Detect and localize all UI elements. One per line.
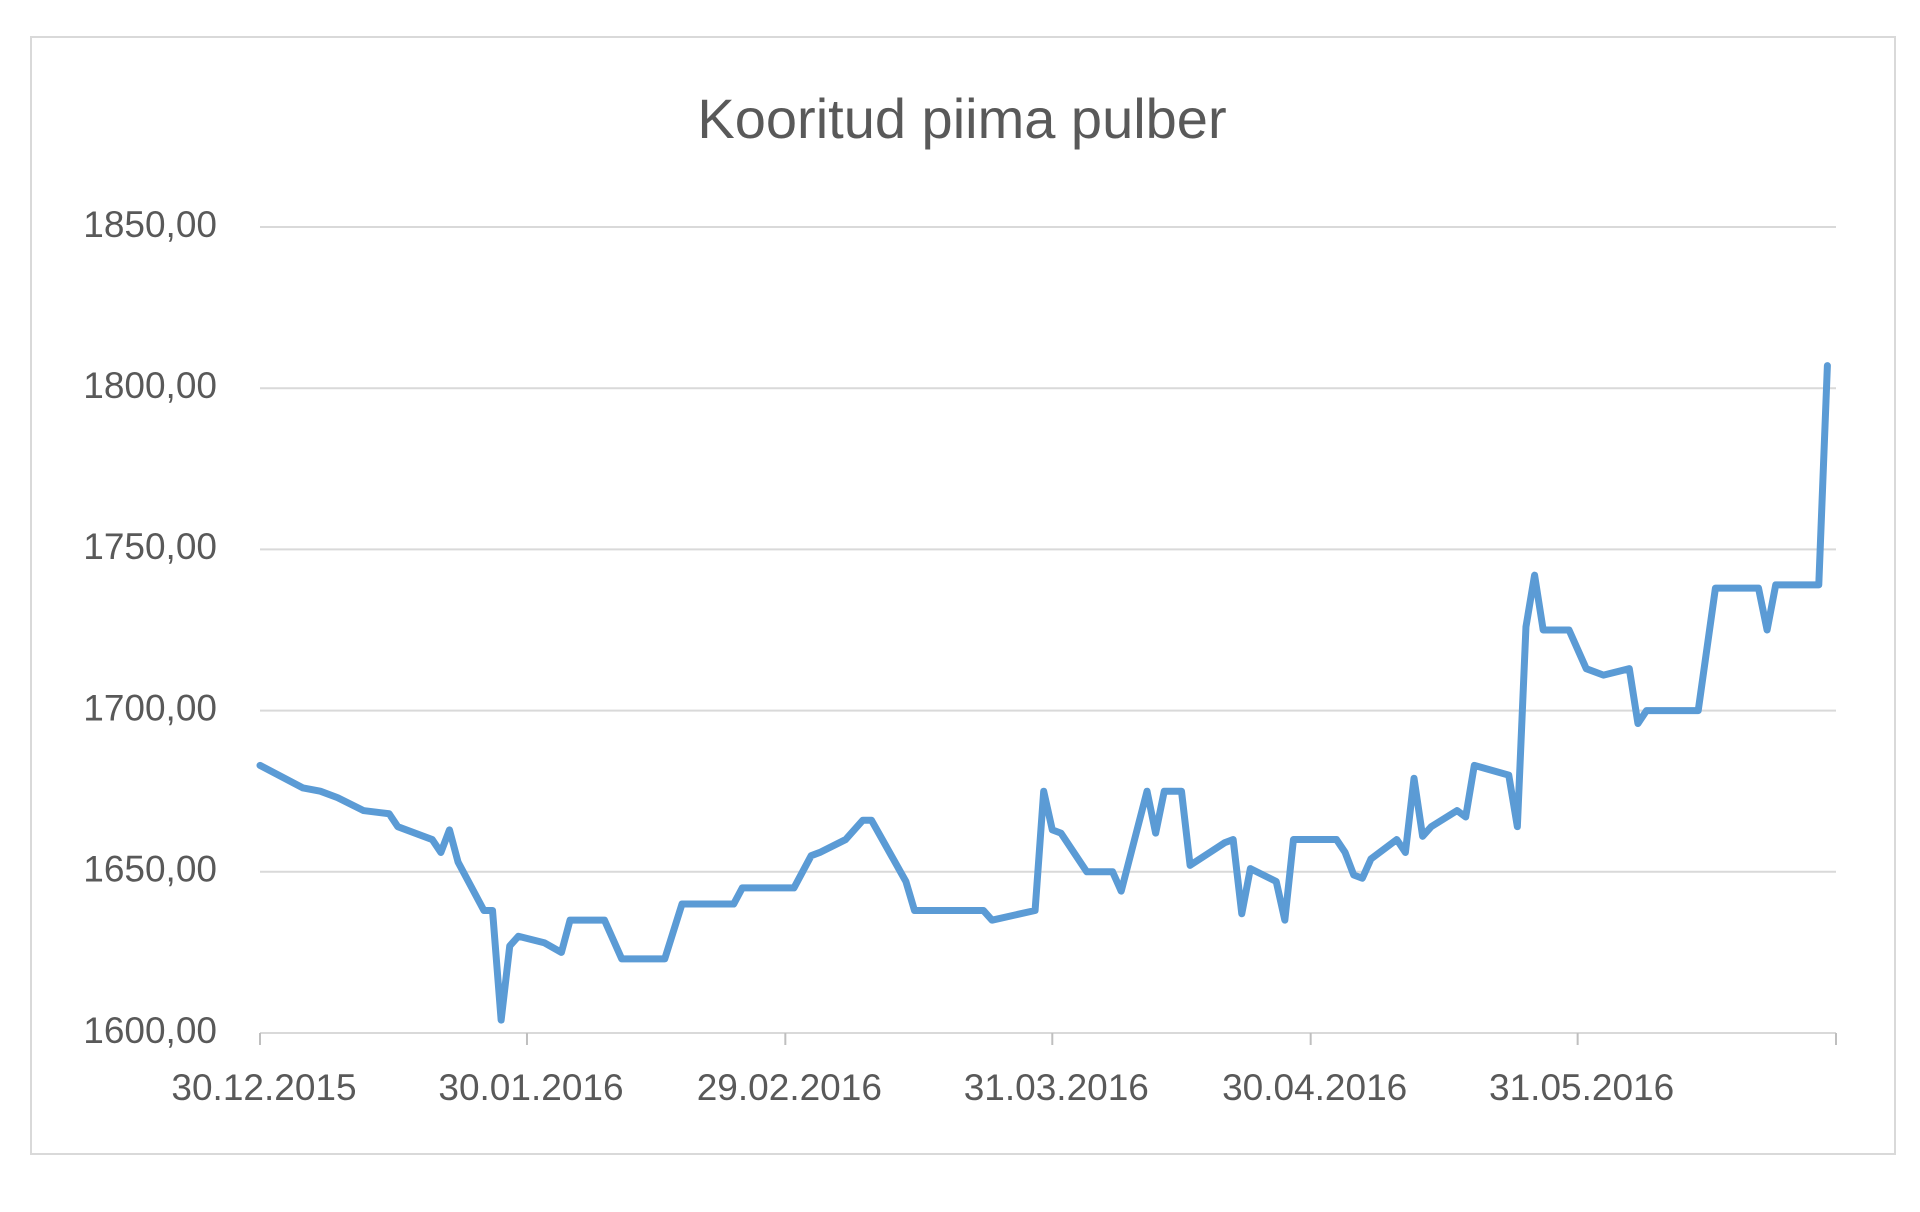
x-tick-label: 29.02.2016 xyxy=(697,1067,882,1108)
x-tick-label: 30.12.2015 xyxy=(171,1067,356,1108)
data-line xyxy=(256,362,1831,1024)
y-tick-label: 1650,00 xyxy=(83,849,217,890)
y-tick-label: 1800,00 xyxy=(83,365,217,406)
chart-title: Kooritud piima pulber xyxy=(697,87,1226,150)
y-tick-label: 1750,00 xyxy=(83,526,217,567)
x-tick-label: 31.03.2016 xyxy=(964,1067,1149,1108)
chart-frame xyxy=(30,36,1896,1155)
x-tick-label: 31.05.2016 xyxy=(1489,1067,1674,1108)
x-tick-label: 30.01.2016 xyxy=(438,1067,623,1108)
x-tick-label: 30.04.2016 xyxy=(1222,1067,1407,1108)
y-tick-label: 1700,00 xyxy=(83,687,217,728)
y-tick-label: 1850,00 xyxy=(83,204,217,245)
y-tick-label: 1600,00 xyxy=(83,1010,217,1051)
